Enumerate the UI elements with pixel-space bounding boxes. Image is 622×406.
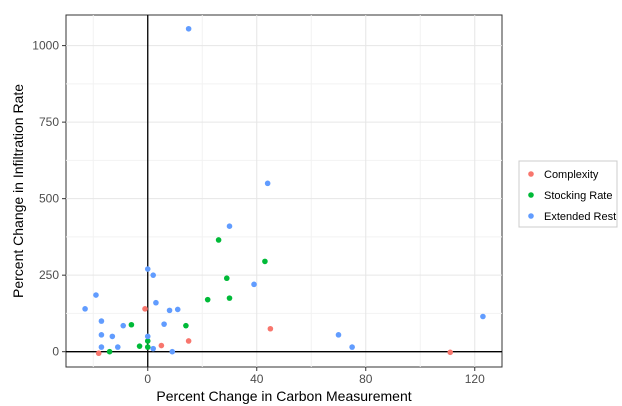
complexity-point: [447, 349, 454, 356]
extended-rest-point: [98, 344, 105, 350]
legend-label-complexity: Complexity: [544, 169, 599, 181]
extended-rest-point: [153, 299, 159, 306]
stocking-rate-point: [144, 338, 151, 344]
stocking-rate-point: [262, 258, 268, 265]
x-tick-label: 0: [144, 372, 151, 386]
x-tick-label: 40: [250, 372, 264, 386]
extended-rest-point: [93, 292, 99, 298]
extended-rest-point: [169, 348, 176, 355]
y-axis-ticks: 0 250 500 750 1000: [32, 39, 66, 359]
y-tick-label: 250: [39, 268, 59, 282]
extended-rest-point: [144, 266, 151, 272]
extended-rest-point: [109, 333, 116, 340]
data-points: [82, 25, 486, 357]
extended-rest-point: [161, 321, 167, 327]
legend: Complexity Stocking Rate Extended Rest: [518, 160, 618, 228]
stocking-rate-point: [223, 275, 230, 282]
complexity-point: [185, 338, 192, 344]
extended-rest-point: [335, 332, 342, 338]
extended-rest-point: [98, 332, 105, 338]
extended-rest-point: [480, 313, 486, 320]
extended-rest-point: [150, 272, 156, 278]
complexity-point: [142, 306, 148, 312]
x-tick-label: 120: [465, 372, 485, 386]
extended-rest-point: [82, 306, 88, 312]
extended-rest-point: [185, 25, 192, 32]
x-axis-ticks: 0 40 80 120: [144, 367, 485, 386]
plot-panel: [65, 14, 503, 368]
complexity-point: [158, 342, 165, 349]
stocking-rate-point: [144, 344, 151, 350]
extended-rest-point: [114, 344, 121, 350]
stocking-rate-point: [106, 348, 113, 355]
stocking-rate-point: [215, 237, 222, 243]
extended-rest-point: [144, 333, 151, 340]
complexity-point: [95, 350, 102, 357]
y-tick-label: 750: [39, 115, 59, 129]
legend-label-stocking-rate: Stocking Rate: [544, 190, 612, 202]
stocking-rate-point: [128, 321, 135, 328]
extended-rest-point: [166, 307, 173, 314]
legend-key-complexity: [528, 171, 534, 177]
x-tick-label: 80: [359, 372, 373, 386]
extended-rest-point: [120, 322, 127, 329]
y-tick-label: 500: [39, 192, 59, 206]
extended-rest-point: [264, 180, 271, 187]
extended-rest-point: [226, 223, 233, 229]
complexity-point: [267, 325, 274, 332]
legend-key-stocking-rate: [528, 192, 534, 198]
legend-box: [518, 160, 618, 228]
extended-rest-point: [98, 318, 105, 324]
legend-label-extended-rest: Extended Rest: [544, 211, 616, 223]
extended-rest-point: [349, 344, 355, 350]
extended-rest-point: [251, 281, 257, 288]
extended-rest-point: [150, 345, 156, 352]
y-tick-label: 0: [52, 345, 59, 359]
stocking-rate-point: [226, 295, 233, 301]
y-axis-title: Percent Change in Infiltration Rate: [10, 84, 26, 298]
x-axis-title: Percent Change in Carbon Measurement: [156, 388, 411, 404]
stocking-rate-point: [136, 343, 143, 349]
minor-gridlines: [66, 15, 502, 367]
stocking-rate-point: [204, 296, 211, 303]
stocking-rate-point: [183, 322, 189, 329]
legend-key-extended-rest: [528, 213, 534, 219]
y-tick-label: 1000: [32, 39, 59, 53]
extended-rest-point: [174, 306, 181, 313]
